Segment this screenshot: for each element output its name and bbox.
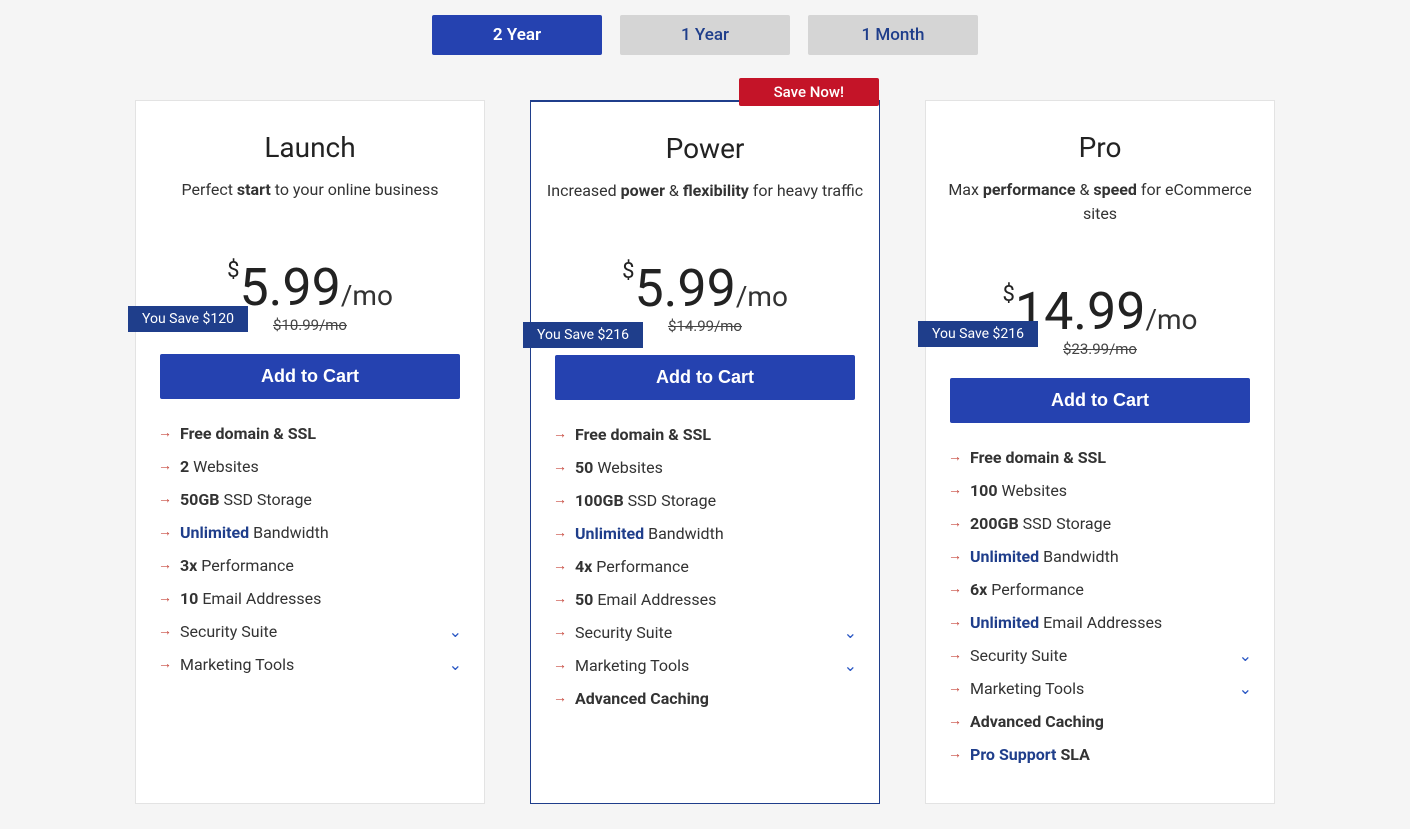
feature-domain-ssl: Free domain & SSL: [158, 424, 462, 443]
feature-bandwidth: Unlimited Bandwidth: [553, 524, 857, 543]
tab-1-month[interactable]: 1 Month: [808, 15, 978, 55]
chevron-down-icon: ⌄: [1239, 646, 1252, 665]
feature-bandwidth: Unlimited Bandwidth: [948, 547, 1252, 566]
feature-websites: 50 Websites: [553, 458, 857, 477]
feature-support: Pro Support SLA: [948, 745, 1252, 764]
add-to-cart-button[interactable]: Add to Cart: [160, 354, 460, 399]
feature-email: Unlimited Email Addresses: [948, 613, 1252, 632]
save-badge: You Save $216: [918, 321, 1038, 347]
save-badge: You Save $216: [523, 322, 643, 348]
feature-email: 10 Email Addresses: [158, 589, 462, 608]
feature-list: Free domain & SSL 50 Websites 100GB SSD …: [531, 425, 879, 708]
feature-security-expand[interactable]: Security Suite⌄: [158, 622, 462, 641]
add-to-cart-button[interactable]: Add to Cart: [555, 355, 855, 400]
feature-storage: 200GB SSD Storage: [948, 514, 1252, 533]
feature-security-expand[interactable]: Security Suite⌄: [553, 623, 857, 642]
feature-caching: Advanced Caching: [948, 712, 1252, 731]
plan-power: Save Now! Power Increased power & flexib…: [530, 100, 880, 804]
pricing-plans: Launch Perfect start to your online busi…: [0, 100, 1410, 829]
plan-pro: Pro Max performance & speed for eCommerc…: [925, 100, 1275, 804]
billing-period-tabs: 2 Year 1 Year 1 Month: [0, 0, 1410, 55]
feature-bandwidth: Unlimited Bandwidth: [158, 523, 462, 542]
save-badge: You Save $120: [128, 306, 248, 332]
feature-storage: 100GB SSD Storage: [553, 491, 857, 510]
tab-1-year[interactable]: 1 Year: [620, 15, 790, 55]
feature-list: Free domain & SSL 2 Websites 50GB SSD St…: [136, 424, 484, 674]
tab-2-year[interactable]: 2 Year: [432, 15, 602, 55]
feature-websites: 100 Websites: [948, 481, 1252, 500]
plan-title: Power: [531, 132, 879, 165]
feature-marketing-expand[interactable]: Marketing Tools⌄: [553, 656, 857, 675]
save-now-badge: Save Now!: [739, 78, 879, 106]
feature-marketing-expand[interactable]: Marketing Tools⌄: [158, 655, 462, 674]
feature-email: 50 Email Addresses: [553, 590, 857, 609]
feature-domain-ssl: Free domain & SSL: [553, 425, 857, 444]
feature-performance: 6x Performance: [948, 580, 1252, 599]
chevron-down-icon: ⌄: [844, 656, 857, 675]
plan-desc: Max performance & speed for eCommerce si…: [926, 178, 1274, 226]
feature-websites: 2 Websites: [158, 457, 462, 476]
chevron-down-icon: ⌄: [449, 655, 462, 674]
feature-domain-ssl: Free domain & SSL: [948, 448, 1252, 467]
chevron-down-icon: ⌄: [1239, 679, 1252, 698]
chevron-down-icon: ⌄: [449, 622, 462, 641]
feature-security-expand[interactable]: Security Suite⌄: [948, 646, 1252, 665]
chevron-down-icon: ⌄: [844, 623, 857, 642]
feature-performance: 3x Performance: [158, 556, 462, 575]
plan-desc: Perfect start to your online business: [136, 178, 484, 202]
plan-desc: Increased power & flexibility for heavy …: [531, 179, 879, 203]
plan-title: Pro: [926, 131, 1274, 164]
add-to-cart-button[interactable]: Add to Cart: [950, 378, 1250, 423]
feature-list: Free domain & SSL 100 Websites 200GB SSD…: [926, 448, 1274, 764]
plan-title: Launch: [136, 131, 484, 164]
feature-performance: 4x Performance: [553, 557, 857, 576]
feature-marketing-expand[interactable]: Marketing Tools⌄: [948, 679, 1252, 698]
price: $5.99/mo: [531, 258, 879, 319]
plan-launch: Launch Perfect start to your online busi…: [135, 100, 485, 804]
feature-caching: Advanced Caching: [553, 689, 857, 708]
feature-storage: 50GB SSD Storage: [158, 490, 462, 509]
